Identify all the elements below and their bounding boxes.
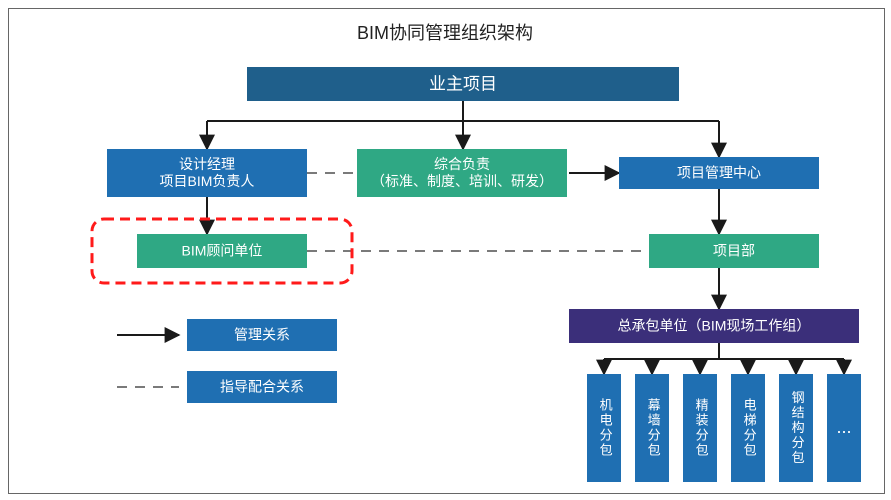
leaf-5-label: ... — [836, 417, 851, 437]
node-legend_guide: 指导配合关系 — [187, 371, 337, 403]
node-consultant-label: BIM顾问单位 — [182, 243, 263, 259]
diagram-title: BIM协同管理组织架构 — [357, 23, 533, 43]
page-container: BIM协同管理组织架构业主项目设计经理项目BIM负责人 综合负责（标准、制度、培训… — [0, 0, 891, 500]
leaf-3-label: 电梯分包 — [742, 398, 757, 458]
node-design_mgr-line2: 项目BIM负责人 — [160, 173, 255, 189]
node-project_dept: 项目部 — [649, 234, 819, 268]
leaf-4-label: 钢结构分包 — [790, 391, 805, 466]
leaf-1-label: 幕墙分包 — [646, 398, 661, 458]
leaf-2: 精装分包 — [683, 374, 717, 482]
leaf-1: 幕墙分包 — [635, 374, 669, 482]
node-pm_center: 项目管理中心 — [619, 157, 819, 189]
node-legend_mgmt: 管理关系 — [187, 319, 337, 351]
leaf-0-label: 机电分包 — [598, 398, 613, 458]
node-pm_center-label: 项目管理中心 — [677, 165, 761, 181]
diagram-svg: BIM协同管理组织架构业主项目设计经理项目BIM负责人 综合负责（标准、制度、培训… — [9, 9, 882, 491]
node-owner-label: 业主项目 — [429, 74, 497, 93]
leaf-0: 机电分包 — [587, 374, 621, 482]
node-legend_mgmt-label: 管理关系 — [234, 327, 290, 343]
node-consultant: BIM顾问单位 — [137, 234, 307, 268]
node-project_dept-label: 项目部 — [713, 243, 755, 259]
node-contractor: 总承包单位（BIM现场工作组） — [569, 309, 859, 343]
node-integrated-line1: 综合负责 — [434, 156, 490, 172]
node-owner: 业主项目 — [247, 67, 679, 101]
node-design_mgr: 设计经理项目BIM负责人 — [107, 149, 307, 197]
node-integrated: 综合负责（标准、制度、培训、研发） — [357, 149, 567, 197]
leaf-4: 钢结构分包 — [779, 374, 813, 482]
diagram-frame: BIM协同管理组织架构业主项目设计经理项目BIM负责人 综合负责（标准、制度、培训… — [8, 8, 885, 494]
leaf-5: ... — [827, 374, 861, 482]
node-design_mgr-line1: 设计经理 — [179, 156, 235, 172]
node-contractor-label: 总承包单位（BIM现场工作组） — [618, 318, 811, 334]
leaf-2-label: 精装分包 — [694, 398, 709, 458]
leaf-3: 电梯分包 — [731, 374, 765, 482]
node-legend_guide-label: 指导配合关系 — [220, 379, 304, 395]
node-integrated-line2: （标准、制度、培训、研发） — [371, 173, 553, 189]
